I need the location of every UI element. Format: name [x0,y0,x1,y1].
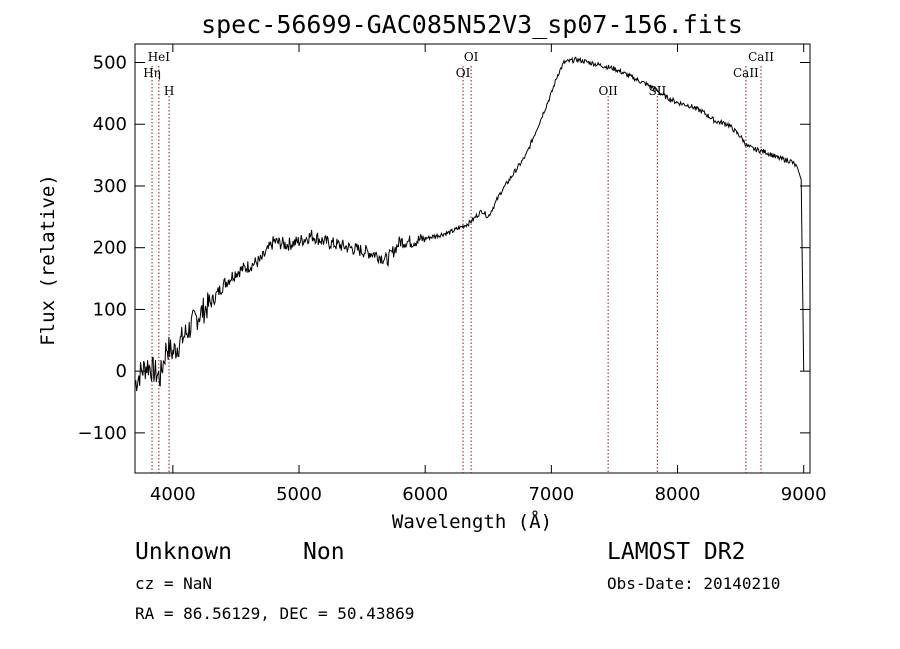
y-tick-label: 500 [93,53,127,74]
redshift-line: cz = NaN [135,574,212,593]
spectral-line-label: HeI [148,50,171,64]
object-subclass: Non [303,539,345,565]
x-tick-label: 5000 [276,484,322,505]
spectral-line-label: OI [456,66,471,80]
x-tick-label: 7000 [528,484,574,505]
coordinates-line: RA = 86.56129, DEC = 50.43869 [135,604,414,623]
object-class: Unknown [135,539,232,565]
y-tick-label: 0 [116,361,127,382]
spectral-line-label: CaII [748,50,774,64]
spectral-line-label: Hη [143,66,161,80]
y-tick-label: 300 [93,176,127,197]
x-axis-label: Wavelength (Å) [392,510,552,533]
spectral-line-label: OI [464,50,479,64]
y-tick-label: 400 [93,114,127,135]
y-axis-label: Flux (relative) [37,174,59,346]
spectrum-line [134,56,805,392]
survey-name: LAMOST DR2 [607,539,745,565]
x-axis-ticks: 4000 5000 6000 7000 8000 9000 [150,44,827,505]
x-tick-label: 6000 [402,484,448,505]
plot-frame [134,43,811,474]
chart-title: spec-56699-GAC085N52V3_sp07-156.fits [201,10,743,39]
x-tick-label: 9000 [781,484,827,505]
y-tick-label: 100 [93,299,127,320]
spectral-line-label: H [164,84,174,98]
y-axis-ticks: −100 0 100 200 300 400 500 [78,53,810,444]
y-tick-label: −100 [78,423,127,444]
spectral-line-label: CaII [733,66,759,80]
x-tick-label: 8000 [655,484,701,505]
obs-date-line: Obs-Date: 20140210 [607,574,780,593]
spectral-line-label: OII [598,84,618,98]
y-tick-label: 200 [93,238,127,259]
x-tick-label: 4000 [150,484,196,505]
